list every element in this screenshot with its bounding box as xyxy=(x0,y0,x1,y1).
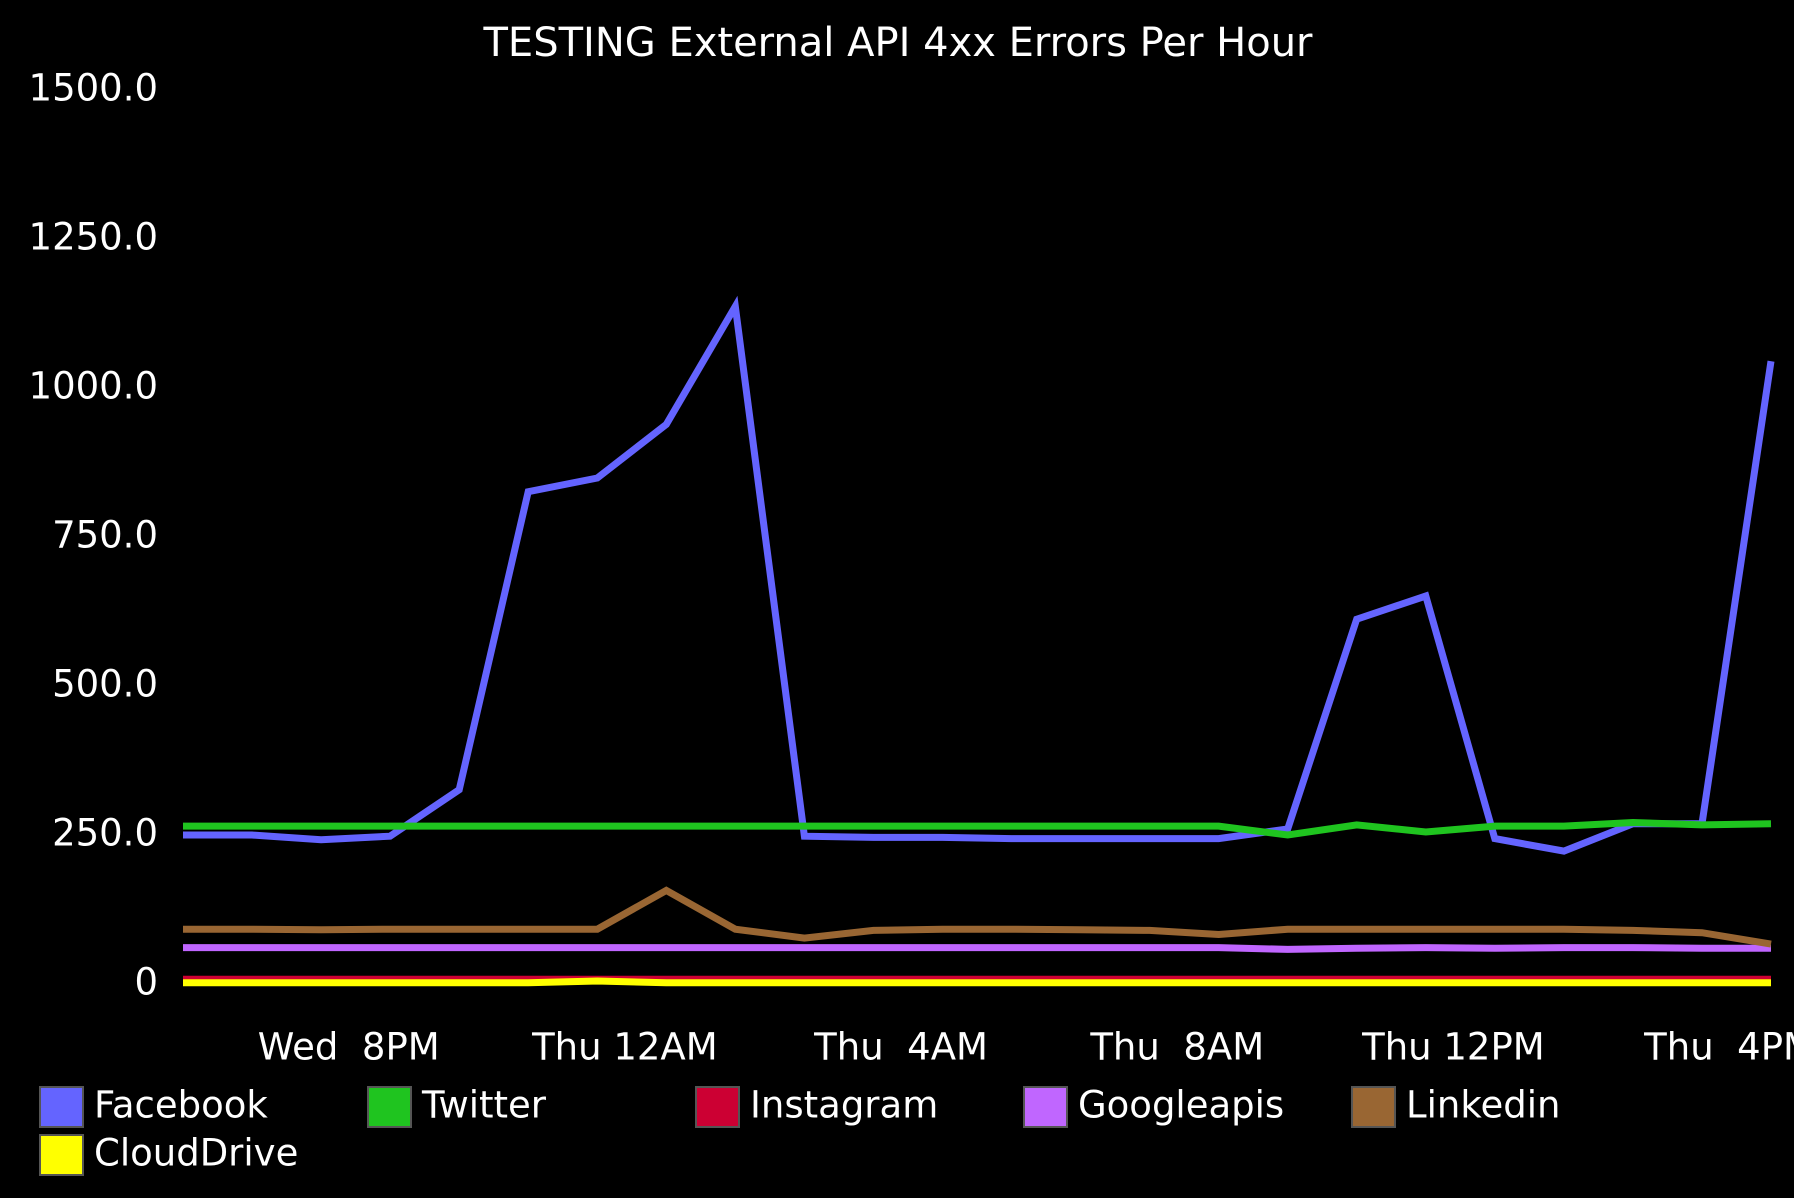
x-tick-label: Thu 12PM xyxy=(1361,1026,1545,1069)
legend-swatch xyxy=(695,1086,740,1128)
series-line xyxy=(183,886,1772,948)
x-tick-label: Thu 12AM xyxy=(531,1026,718,1069)
series-line xyxy=(183,944,1771,953)
legend-swatch xyxy=(39,1086,84,1128)
legend-swatch xyxy=(39,1134,84,1176)
x-tick-label: Wed 8PM xyxy=(258,1026,440,1069)
x-tick-label: Thu 8AM xyxy=(1089,1026,1264,1069)
x-tick-label: Thu 4AM xyxy=(813,1026,988,1069)
legend-swatch xyxy=(1023,1086,1068,1128)
legend-swatch xyxy=(1351,1086,1396,1128)
y-tick-label: 0 xyxy=(134,961,158,1004)
legend-label: Googleapis xyxy=(1078,1084,1284,1127)
legend-label: CloudDrive xyxy=(94,1132,298,1175)
series-line xyxy=(183,977,1771,987)
y-tick-label: 500.0 xyxy=(52,663,158,706)
y-tick-label: 1500.0 xyxy=(29,67,158,110)
series-line xyxy=(183,818,1772,839)
series-line xyxy=(183,295,1775,855)
x-tick-label: Thu 4PM xyxy=(1643,1026,1794,1069)
y-tick-label: 750.0 xyxy=(52,514,158,557)
y-tick-label: 250.0 xyxy=(52,812,158,855)
y-tick-label: 1000.0 xyxy=(29,365,158,408)
legend-swatch xyxy=(367,1086,412,1128)
chart-title: TESTING External API 4xx Errors Per Hour xyxy=(482,20,1313,66)
legend-label: Twitter xyxy=(421,1084,547,1127)
legend-label: Facebook xyxy=(94,1084,268,1127)
legend-label: Linkedin xyxy=(1406,1084,1560,1127)
legend-label: Instagram xyxy=(750,1084,938,1127)
y-tick-label: 1250.0 xyxy=(29,216,158,259)
